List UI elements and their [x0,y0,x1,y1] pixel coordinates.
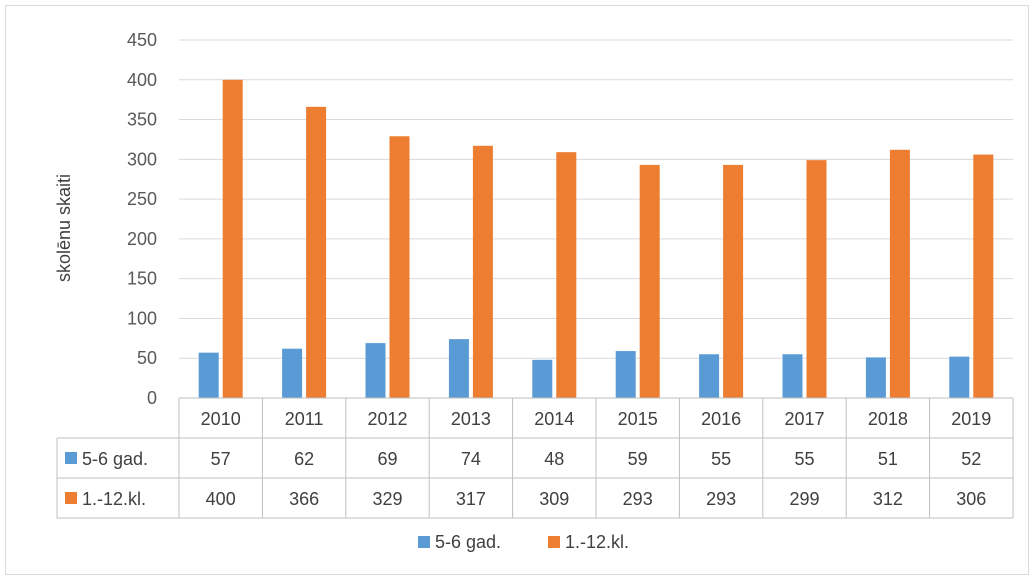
data-label: 69 [377,449,397,469]
data-label: 62 [294,449,314,469]
series-key-swatch [65,492,77,504]
bar [806,160,827,398]
data-label: 366 [289,489,319,509]
category-label: 2017 [784,409,824,429]
data-label: 51 [878,449,898,469]
category-label: 2016 [701,409,741,429]
data-label: 59 [628,449,648,469]
y-tick-label: 100 [127,308,157,328]
bar [973,154,994,398]
data-label: 312 [873,489,903,509]
data-label: 57 [211,449,231,469]
bar [389,136,410,399]
y-tick-label: 400 [127,70,157,90]
data-label: 317 [456,489,486,509]
data-label: 329 [372,489,402,509]
category-label: 2014 [534,409,574,429]
data-label: 48 [544,449,564,469]
legend-swatch [418,536,430,548]
y-tick-label: 200 [127,229,157,249]
y-tick-label: 0 [147,388,157,408]
bars [198,79,994,399]
bar [282,348,303,398]
y-axis-ticks: 0 50 100 150 200 250 300 350 400 450 [127,30,157,408]
series-name: 1.-12.kl. [82,489,146,509]
gridlines [179,39,1013,359]
data-label: 52 [961,449,981,469]
bar [639,164,660,398]
data-table: 2010 2011 2012 2013 2014 2015 2016 2017 2018 2019… [56,397,1014,519]
data-label: 400 [206,489,236,509]
data-label: 309 [539,489,569,509]
bar [222,79,243,399]
bar [865,357,886,398]
bar [472,145,493,398]
bar [949,356,970,398]
y-tick-label: 250 [127,189,157,209]
data-label: 293 [623,489,653,509]
category-label: 2018 [868,409,908,429]
series-key-swatch [65,452,77,464]
category-label: 2013 [451,409,491,429]
bar [448,339,469,398]
data-label: 55 [711,449,731,469]
chart-frame [5,5,1029,575]
data-label: 74 [461,449,481,469]
y-tick-label: 350 [127,110,157,130]
legend-swatch [548,536,560,548]
category-label: 2019 [951,409,991,429]
category-label: 2015 [618,409,658,429]
data-label: 306 [956,489,986,509]
bar [699,354,720,398]
category-label: 2011 [285,409,324,429]
bar [782,354,803,398]
series-name: 5-6 gad. [82,449,148,469]
y-tick-label: 300 [127,149,157,169]
y-tick-label: 150 [127,269,157,289]
bar [889,149,910,398]
bar [365,343,386,398]
bar [723,164,744,398]
bar [556,152,577,398]
bar [615,351,636,398]
bar [532,359,553,398]
data-label: 293 [706,489,736,509]
legend-entry: 5-6 gad. [435,532,501,552]
category-label: 2010 [201,409,241,429]
data-label: 299 [789,489,819,509]
bar [306,106,327,399]
bar [198,352,219,398]
y-tick-label: 50 [137,348,157,368]
category-label: 2012 [367,409,407,429]
y-axis-label: skolēnu skaiti [54,174,74,282]
y-tick-label: 450 [127,30,157,50]
legend: 5-6 gad. 1.-12.kl. [418,532,629,552]
legend-entry: 1.-12.kl. [565,532,629,552]
data-label: 55 [794,449,814,469]
